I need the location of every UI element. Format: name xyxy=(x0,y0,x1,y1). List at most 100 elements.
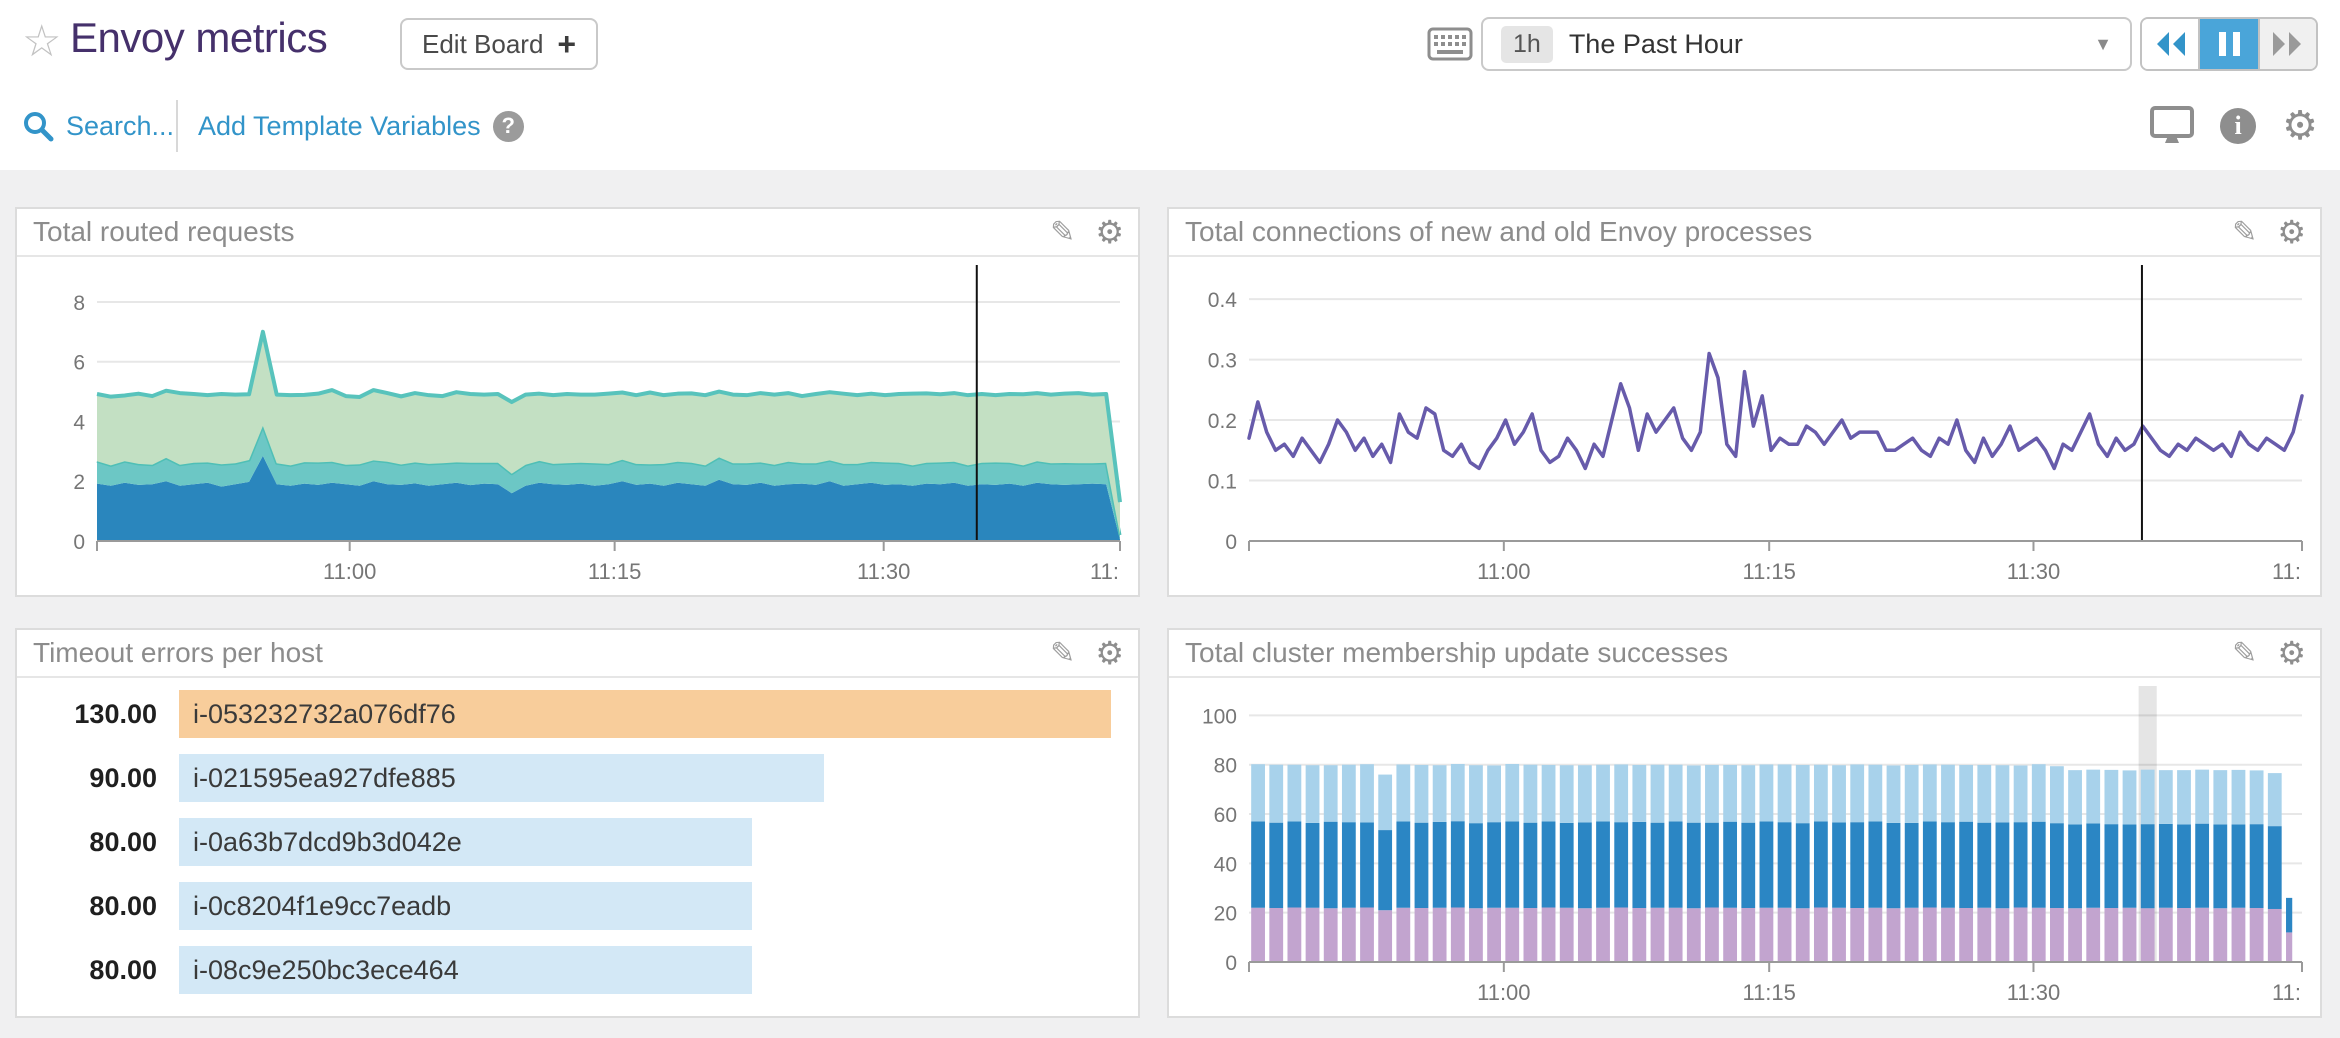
panel-settings-gear-icon[interactable]: ⚙ xyxy=(2277,214,2306,250)
add-template-variables-label: Add Template Variables xyxy=(198,110,481,141)
svg-text:0: 0 xyxy=(73,531,85,554)
panel-header: Timeout errors per host ✎ ⚙ xyxy=(17,630,1138,678)
pause-icon xyxy=(2218,32,2240,56)
toplist-row: 80.00 i-0a63b7dcd9b3d042e xyxy=(32,818,1123,866)
edit-pencil-icon[interactable]: ✎ xyxy=(1050,636,1076,670)
chart-total-connections[interactable]: 0 0.1 0.2 0.3 0.4 11:00 11:15 11:30 11: xyxy=(1169,257,2320,593)
svg-text:11:: 11: xyxy=(2272,559,2301,584)
toplist-bar[interactable]: i-0a63b7dcd9b3d042e xyxy=(179,818,753,866)
gear-icon: ⚙ xyxy=(2282,104,2318,148)
toplist-row: 80.00 i-08c9e250bc3ece464 xyxy=(32,946,1123,994)
rewind-button[interactable] xyxy=(2142,19,2200,69)
add-template-variables-link[interactable]: Add Template Variables ? xyxy=(198,110,524,142)
svg-text:11:30: 11:30 xyxy=(2007,980,2060,1005)
edit-board-label: Edit Board xyxy=(422,28,544,59)
svg-text:11:15: 11:15 xyxy=(1742,980,1795,1005)
svg-text:60: 60 xyxy=(1214,804,1237,827)
tv-mode-button[interactable] xyxy=(2150,106,2195,146)
toplist-timeout-errors[interactable]: 130.00 i-053232732a076df76 90.00 i-021595ea… xyxy=(17,690,1138,1016)
svg-text:0.1: 0.1 xyxy=(1208,471,1237,494)
toplist-value: 90.00 xyxy=(89,762,157,793)
svg-text:11:15: 11:15 xyxy=(588,559,641,584)
panel-settings-gear-icon[interactable]: ⚙ xyxy=(1095,214,1124,250)
time-range-label: The Past Hour xyxy=(1568,28,1743,59)
toplist-host-label: i-0c8204f1e9cc7eadb xyxy=(193,890,452,921)
svg-text:0.4: 0.4 xyxy=(1208,289,1238,312)
svg-text:4: 4 xyxy=(73,411,85,434)
svg-text:20: 20 xyxy=(1214,903,1237,926)
edit-pencil-icon[interactable]: ✎ xyxy=(2232,636,2258,670)
dashboard-actions: i ⚙ xyxy=(2150,96,2318,156)
toplist-value: 80.00 xyxy=(89,954,157,985)
toolbar-row: Search... Add Template Variables ? i ⚙ xyxy=(0,96,2340,156)
time-controls: 1h The Past Hour ▼ xyxy=(1427,17,2318,71)
panel-title: Total cluster membership update successe… xyxy=(1185,637,1729,668)
panel-timeout-errors: Timeout errors per host ✎ ⚙ 130.00 i-0532… xyxy=(15,628,1140,1018)
svg-text:80: 80 xyxy=(1214,755,1237,778)
time-range-select[interactable]: 1h The Past Hour ▼ xyxy=(1481,17,2132,71)
svg-text:0: 0 xyxy=(1225,531,1237,554)
svg-text:8: 8 xyxy=(73,292,85,315)
svg-text:0.3: 0.3 xyxy=(1208,350,1237,373)
toplist-bar[interactable]: i-021595ea927dfe885 xyxy=(179,754,824,802)
panel-header: Total cluster membership update successe… xyxy=(1169,630,2320,678)
dashboard-header: ☆ Envoy metrics Edit Board + 1h The Past… xyxy=(0,0,2340,170)
toplist-bar[interactable]: i-053232732a076df76 xyxy=(179,690,1111,738)
toplist-host-label: i-0a63b7dcd9b3d042e xyxy=(193,826,462,857)
fast-forward-button[interactable] xyxy=(2258,19,2316,69)
toplist-value: 130.00 xyxy=(74,698,157,729)
edit-board-button[interactable]: Edit Board + xyxy=(400,18,599,70)
svg-text:100: 100 xyxy=(1202,705,1237,728)
svg-text:11:: 11: xyxy=(1090,559,1119,584)
svg-text:11:30: 11:30 xyxy=(857,559,910,584)
info-button[interactable]: i xyxy=(2220,108,2257,144)
info-icon: i xyxy=(2220,108,2257,144)
panel-settings-gear-icon[interactable]: ⚙ xyxy=(1095,635,1124,671)
pause-button[interactable] xyxy=(2200,19,2258,69)
svg-text:11:15: 11:15 xyxy=(1742,559,1795,584)
search-label: Search... xyxy=(66,110,175,141)
toplist-host-label: i-08c9e250bc3ece464 xyxy=(193,954,459,985)
title-row: ☆ Envoy metrics Edit Board + 1h The Past… xyxy=(0,0,2340,92)
playback-controls xyxy=(2140,17,2318,71)
help-icon[interactable]: ? xyxy=(492,110,524,142)
toplist-row: 130.00 i-053232732a076df76 xyxy=(32,690,1123,738)
panel-title: Total connections of new and old Envoy p… xyxy=(1185,216,1813,247)
search-icon xyxy=(24,112,54,142)
keyboard-shortcuts-icon[interactable] xyxy=(1427,27,1473,61)
toplist-value: 80.00 xyxy=(89,890,157,921)
panel-total-routed-requests: Total routed requests ✎ ⚙ 0 2 4 6 8 11:00 11:1… xyxy=(15,207,1140,597)
svg-text:11:00: 11:00 xyxy=(1477,980,1530,1005)
toplist-row: 80.00 i-0c8204f1e9cc7eadb xyxy=(32,882,1123,930)
svg-text:11:: 11: xyxy=(2272,980,2301,1005)
svg-text:11:00: 11:00 xyxy=(1477,559,1530,584)
search-button[interactable]: Search... xyxy=(22,110,174,142)
time-range-badge: 1h xyxy=(1501,25,1553,63)
toplist-bar[interactable]: i-08c9e250bc3ece464 xyxy=(179,946,753,994)
toplist-host-label: i-021595ea927dfe885 xyxy=(193,762,456,793)
panel-total-connections: Total connections of new and old Envoy p… xyxy=(1167,207,2322,597)
edit-pencil-icon[interactable]: ✎ xyxy=(2232,215,2258,249)
toplist-value: 80.00 xyxy=(89,826,157,857)
svg-text:0.2: 0.2 xyxy=(1208,410,1237,433)
settings-button[interactable]: ⚙ xyxy=(2282,106,2318,146)
panel-header: Total routed requests ✎ ⚙ xyxy=(17,209,1138,257)
favorite-star-icon[interactable]: ☆ xyxy=(22,17,62,66)
toolbar-divider xyxy=(176,100,178,152)
panel-title: Timeout errors per host xyxy=(33,637,323,668)
edit-pencil-icon[interactable]: ✎ xyxy=(1050,215,1076,249)
plus-icon: + xyxy=(557,26,577,62)
svg-text:40: 40 xyxy=(1214,853,1237,876)
rewind-icon xyxy=(2157,32,2185,56)
fast-forward-icon xyxy=(2273,32,2301,56)
svg-text:11:00: 11:00 xyxy=(323,559,376,584)
tv-mode-icon xyxy=(2150,106,2195,143)
toplist-bar[interactable]: i-0c8204f1e9cc7eadb xyxy=(179,882,753,930)
panel-settings-gear-icon[interactable]: ⚙ xyxy=(2277,635,2306,671)
panel-header: Total connections of new and old Envoy p… xyxy=(1169,209,2320,257)
chart-cluster-membership[interactable]: 0 20 40 60 80 100 11:00 11:15 11:30 11: xyxy=(1169,678,2320,1014)
svg-text:6: 6 xyxy=(73,352,85,375)
chart-total-routed-requests[interactable]: 0 2 4 6 8 11:00 11:15 11:30 11: xyxy=(17,257,1138,593)
caret-down-icon: ▼ xyxy=(2094,33,2112,54)
svg-text:2: 2 xyxy=(73,471,85,494)
